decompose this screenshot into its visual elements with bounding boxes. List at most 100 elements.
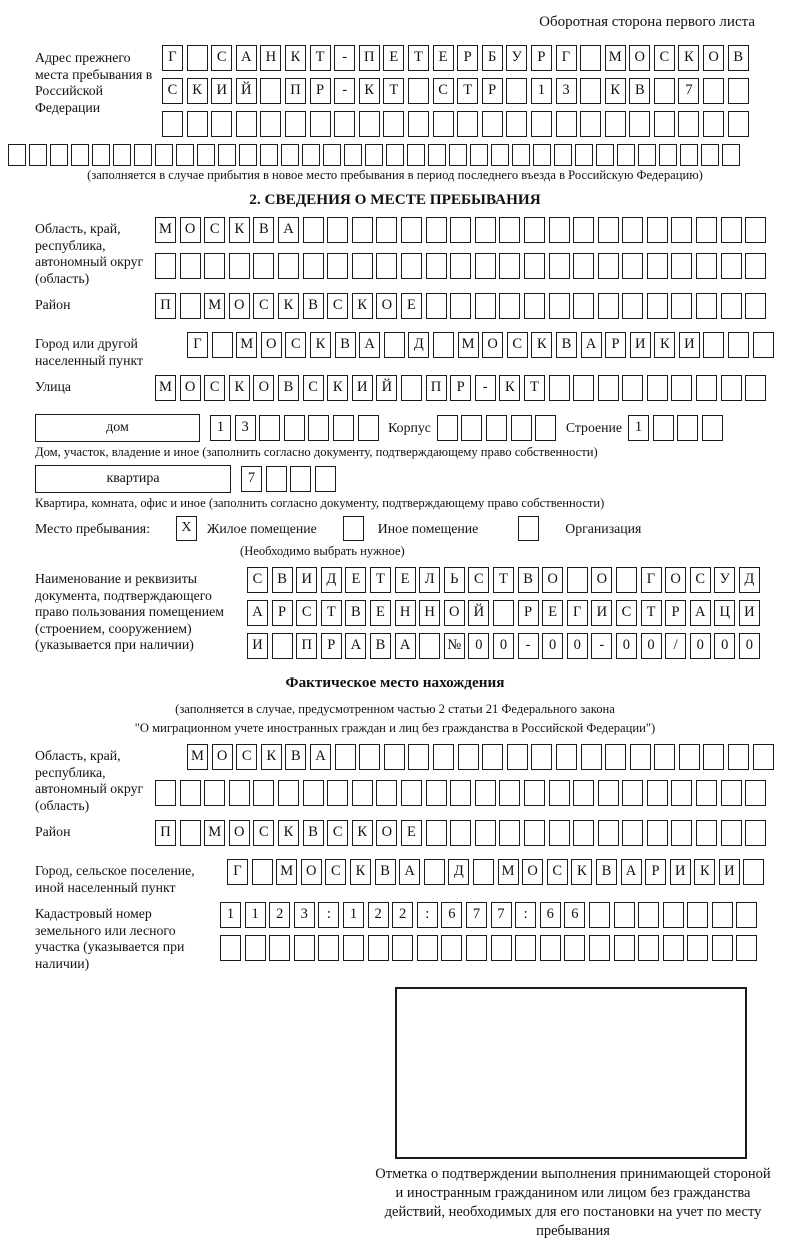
char-cell[interactable]: П bbox=[296, 633, 318, 660]
char-cell[interactable] bbox=[293, 935, 315, 962]
char-cell[interactable] bbox=[696, 820, 718, 847]
char-cell[interactable] bbox=[597, 780, 619, 807]
char-cell[interactable] bbox=[474, 820, 496, 847]
char-cell[interactable]: 1 bbox=[530, 78, 552, 104]
char-cell[interactable] bbox=[407, 144, 425, 166]
char-cell[interactable] bbox=[662, 902, 684, 929]
char-cell[interactable] bbox=[512, 144, 530, 166]
char-cell[interactable]: Н bbox=[419, 600, 441, 627]
char-cell[interactable]: Г bbox=[187, 332, 208, 359]
char-cell[interactable] bbox=[29, 144, 47, 166]
char-cell[interactable]: Т bbox=[383, 78, 405, 104]
char-cell[interactable] bbox=[428, 144, 446, 166]
char-cell[interactable] bbox=[580, 111, 602, 137]
char-cell[interactable] bbox=[302, 253, 324, 279]
char-cell[interactable]: Т bbox=[309, 45, 331, 71]
char-cell[interactable] bbox=[622, 820, 644, 847]
char-cell[interactable] bbox=[365, 144, 383, 166]
char-cell[interactable] bbox=[523, 217, 545, 243]
char-cell[interactable]: Е bbox=[394, 567, 416, 594]
char-cell[interactable]: Р bbox=[530, 45, 552, 71]
char-cell[interactable]: О bbox=[629, 45, 651, 71]
char-cell[interactable]: 6 bbox=[539, 902, 561, 929]
char-cell[interactable]: Т bbox=[640, 600, 662, 627]
char-cell[interactable] bbox=[383, 744, 405, 771]
char-cell[interactable]: Е bbox=[345, 567, 367, 594]
char-cell[interactable] bbox=[186, 111, 208, 137]
char-cell[interactable] bbox=[548, 820, 570, 847]
char-cell[interactable]: С bbox=[296, 600, 318, 627]
char-cell[interactable]: Г bbox=[227, 859, 248, 886]
char-cell[interactable]: Д bbox=[320, 567, 342, 594]
char-cell[interactable] bbox=[155, 253, 176, 279]
char-cell[interactable] bbox=[646, 375, 668, 402]
char-cell[interactable]: 0 bbox=[714, 633, 736, 660]
char-cell[interactable] bbox=[277, 780, 299, 807]
char-cell[interactable] bbox=[486, 415, 508, 442]
char-cell[interactable] bbox=[113, 144, 131, 166]
char-cell[interactable]: П bbox=[425, 375, 447, 402]
char-cell[interactable]: Р bbox=[457, 45, 479, 71]
char-cell[interactable] bbox=[533, 144, 551, 166]
char-cell[interactable] bbox=[701, 144, 719, 166]
char-cell[interactable]: 6 bbox=[564, 902, 586, 929]
char-cell[interactable] bbox=[235, 111, 257, 137]
char-cell[interactable]: - bbox=[334, 45, 356, 71]
char-cell[interactable] bbox=[696, 217, 718, 243]
char-cell[interactable]: К bbox=[531, 332, 553, 359]
char-cell[interactable] bbox=[284, 111, 306, 137]
char-cell[interactable]: А bbox=[359, 332, 381, 359]
char-cell[interactable]: К bbox=[351, 820, 373, 847]
char-cell[interactable]: К bbox=[186, 78, 208, 104]
char-cell[interactable] bbox=[727, 111, 749, 137]
char-cell[interactable] bbox=[318, 935, 340, 962]
char-cell[interactable] bbox=[470, 144, 488, 166]
char-cell[interactable]: В bbox=[369, 633, 391, 660]
char-cell[interactable] bbox=[696, 780, 718, 807]
char-cell[interactable] bbox=[530, 111, 552, 137]
char-cell[interactable] bbox=[425, 293, 447, 320]
char-cell[interactable]: И bbox=[591, 600, 613, 627]
char-cell[interactable] bbox=[499, 780, 521, 807]
char-cell[interactable] bbox=[622, 375, 644, 402]
char-cell[interactable]: Б bbox=[481, 45, 503, 71]
char-cell[interactable]: О bbox=[591, 567, 613, 594]
char-cell[interactable] bbox=[652, 415, 674, 442]
char-cell[interactable] bbox=[580, 78, 602, 104]
char-cell[interactable]: К bbox=[604, 78, 626, 104]
char-cell[interactable] bbox=[323, 144, 341, 166]
char-cell[interactable] bbox=[703, 744, 725, 771]
char-cell[interactable] bbox=[597, 217, 619, 243]
char-cell[interactable]: Г bbox=[640, 567, 662, 594]
char-cell[interactable]: И bbox=[669, 859, 691, 886]
char-cell[interactable]: Д bbox=[408, 332, 430, 359]
char-cell[interactable] bbox=[218, 144, 236, 166]
char-cell[interactable]: С bbox=[204, 217, 226, 243]
char-cell[interactable]: Е bbox=[542, 600, 564, 627]
char-cell[interactable] bbox=[638, 935, 660, 962]
char-cell[interactable] bbox=[646, 820, 668, 847]
char-cell[interactable] bbox=[573, 375, 595, 402]
char-cell[interactable]: К bbox=[358, 78, 380, 104]
char-cell[interactable]: К bbox=[284, 45, 306, 71]
char-cell[interactable]: 7 bbox=[490, 902, 512, 929]
char-cell[interactable]: С bbox=[253, 293, 275, 320]
char-cell[interactable] bbox=[425, 217, 447, 243]
char-cell[interactable] bbox=[271, 633, 293, 660]
char-cell[interactable] bbox=[253, 780, 275, 807]
char-cell[interactable] bbox=[308, 415, 330, 442]
char-cell[interactable] bbox=[671, 253, 693, 279]
char-cell[interactable]: В bbox=[555, 332, 577, 359]
char-cell[interactable]: 0 bbox=[640, 633, 662, 660]
char-cell[interactable] bbox=[386, 144, 404, 166]
char-cell[interactable] bbox=[499, 820, 521, 847]
char-cell[interactable]: О bbox=[522, 859, 544, 886]
char-cell[interactable] bbox=[575, 144, 593, 166]
char-cell[interactable] bbox=[654, 744, 676, 771]
char-cell[interactable] bbox=[687, 935, 709, 962]
char-cell[interactable]: М bbox=[276, 859, 298, 886]
char-cell[interactable] bbox=[728, 332, 750, 359]
char-cell[interactable] bbox=[646, 293, 668, 320]
char-cell[interactable]: Р bbox=[605, 332, 627, 359]
char-cell[interactable] bbox=[499, 253, 521, 279]
